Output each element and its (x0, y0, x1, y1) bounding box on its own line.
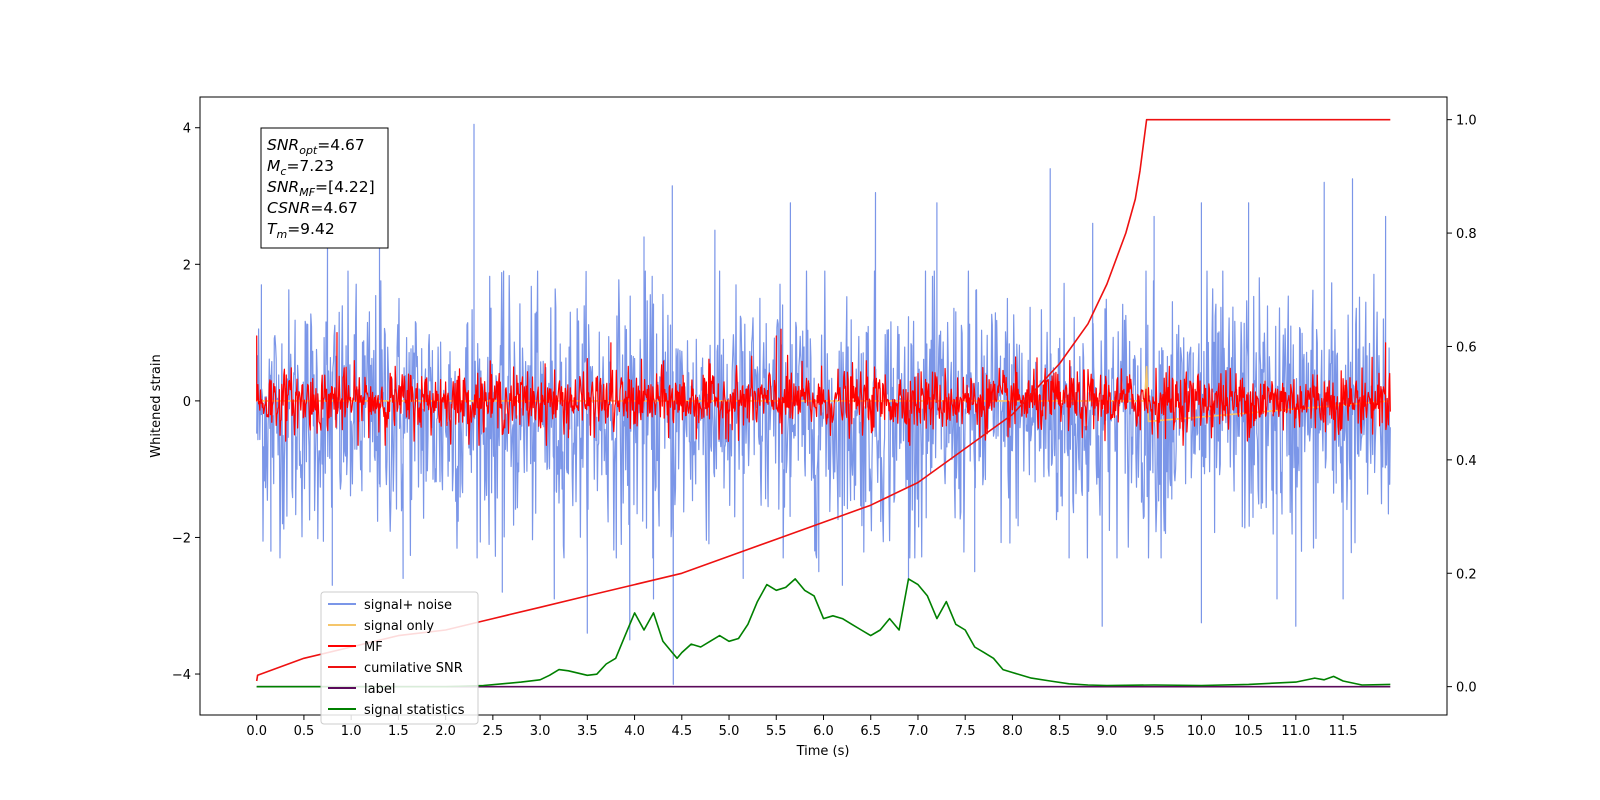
y-axis-title: Whitened strain (149, 354, 164, 457)
y-right-tick-label: 1.0 (1456, 114, 1477, 129)
legend-label: cumilative SNR (364, 661, 463, 676)
x-tick-label: 10.5 (1234, 724, 1263, 739)
x-tick-label: 0.5 (294, 724, 315, 739)
info-box-line: Mc=7.23 (267, 157, 334, 178)
x-tick-label: 11.0 (1281, 724, 1310, 739)
legend-label: signal+ noise (364, 598, 452, 613)
x-tick-label: 9.5 (1144, 724, 1165, 739)
x-tick-label: 1.5 (388, 724, 409, 739)
series-mf-line (256, 328, 1391, 446)
info-box-line: CSNR=4.67 (267, 199, 358, 217)
x-tick-label: 4.5 (671, 724, 692, 739)
x-tick-label: 11.5 (1329, 724, 1358, 739)
x-tick-label: 7.0 (908, 724, 929, 739)
x-tick-label: 7.5 (955, 724, 976, 739)
y-left-tick-label: 0 (183, 395, 191, 410)
y-right-tick-label: 0.8 (1456, 227, 1477, 242)
x-tick-label: 10.0 (1187, 724, 1216, 739)
legend: signal+ noise signal only MF cumilative SNR… (320, 591, 479, 725)
y-left-tick-label: 4 (183, 122, 191, 137)
info-box-line: Tm=9.42 (267, 220, 335, 241)
x-axis-title: Time (s) (796, 744, 850, 759)
x-tick-label: 6.5 (860, 724, 881, 739)
info-box-line: SNRopt=4.67 (267, 136, 365, 157)
x-tick-label: 2.5 (483, 724, 504, 739)
x-axis: 0.0 0.5 1.0 1.5 2.0 2.5 3.0 3.5 4.0 4.5 5.0 5.5 6.0 6… (246, 715, 1358, 739)
y-axis-left: −4 −2 0 2 4 (172, 122, 200, 683)
x-tick-label: 6.0 (813, 724, 834, 739)
x-tick-label: 0.0 (246, 724, 267, 739)
y-right-tick-label: 0.6 (1456, 340, 1477, 355)
y-left-tick-label: −4 (172, 668, 191, 683)
x-tick-label: 2.0 (435, 724, 456, 739)
legend-frame (320, 591, 479, 725)
legend-label: label (364, 682, 395, 697)
y-left-tick-label: 2 (183, 258, 191, 273)
x-tick-label: 9.0 (1097, 724, 1118, 739)
y-right-tick-label: 0.2 (1456, 567, 1477, 582)
x-tick-label: 8.5 (1049, 724, 1070, 739)
y-right-tick-label: 0.4 (1456, 454, 1477, 469)
x-tick-label: 4.0 (624, 724, 645, 739)
x-tick-label: 5.0 (719, 724, 740, 739)
legend-label: signal statistics (364, 703, 465, 718)
x-tick-label: 8.0 (1002, 724, 1023, 739)
x-tick-label: 3.0 (530, 724, 551, 739)
x-tick-label: 3.5 (577, 724, 598, 739)
series-signal-noise-line (256, 123, 1391, 685)
y-left-tick-label: −2 (172, 531, 191, 546)
legend-label: signal only (364, 619, 434, 634)
info-box-frame (260, 127, 389, 249)
y-right-tick-label: 0.0 (1456, 681, 1477, 696)
info-box-line: SNRMF=[4.22] (267, 178, 375, 199)
y-axis-right: 0.0 0.2 0.4 0.6 0.8 1.0 (1447, 114, 1477, 696)
legend-label: MF (364, 640, 383, 655)
series-signal-statistics-line (256, 578, 1391, 688)
x-tick-label: 1.0 (341, 724, 362, 739)
x-tick-label: 5.5 (766, 724, 787, 739)
